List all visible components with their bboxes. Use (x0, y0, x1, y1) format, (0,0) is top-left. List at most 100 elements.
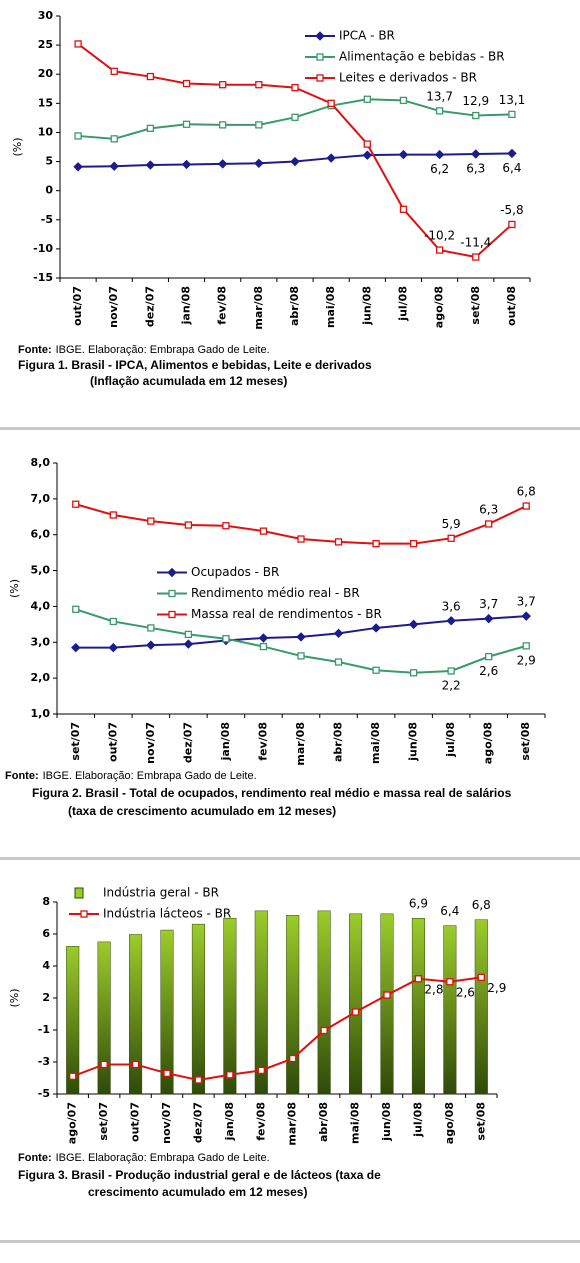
bar (66, 946, 80, 1095)
x-tick-label: abr/08 (332, 722, 345, 762)
x-tick-label: abr/08 (288, 286, 301, 326)
y-tick-label: 30 (38, 9, 54, 22)
marker (184, 521, 193, 529)
marker (508, 220, 516, 229)
marker (333, 628, 344, 639)
marker (447, 667, 455, 675)
marker (477, 973, 485, 981)
marker (372, 666, 380, 674)
x-tick-label: jan/08 (223, 1102, 236, 1141)
marker (258, 633, 269, 643)
marker (69, 1072, 77, 1080)
data-label: 6,3 (466, 161, 485, 175)
caption: Figura 1. Brasil - IPCA, Alimentos e beb… (18, 358, 372, 372)
marker (414, 975, 423, 983)
y-tick-label: -5 (41, 213, 53, 226)
source-label: Fonte: (5, 770, 39, 782)
data-label: -10,2 (424, 229, 455, 243)
marker (447, 534, 455, 542)
marker (259, 527, 268, 535)
marker (434, 149, 445, 160)
marker (485, 520, 493, 528)
data-label: 6,8 (472, 898, 491, 912)
data-label: -11,4 (460, 236, 491, 250)
marker (108, 642, 119, 653)
marker (320, 1026, 328, 1035)
data-label: 2,8 (424, 982, 443, 996)
legend-label: Alimentação e bebidas - BR (339, 50, 505, 64)
y-tick-label: 2,0 (31, 671, 51, 684)
data-label: 13,7 (426, 89, 453, 103)
marker (435, 246, 444, 254)
y-tick-label: 6,0 (31, 528, 51, 541)
x-tick-label: jan/08 (219, 722, 232, 761)
marker (80, 910, 88, 918)
legend-swatch (74, 887, 84, 899)
y-tick-label: 4 (42, 959, 50, 972)
marker (259, 642, 268, 651)
x-tick-label: jul/08 (396, 286, 409, 322)
marker (167, 567, 177, 578)
marker (472, 253, 480, 261)
x-tick-label: fev/08 (256, 722, 269, 761)
data-label: 12,9 (462, 94, 489, 108)
marker (351, 1008, 360, 1016)
marker (398, 149, 409, 160)
x-tick-label: set/08 (519, 722, 532, 761)
bar (443, 925, 457, 1095)
marker (291, 83, 299, 92)
bar (286, 915, 300, 1095)
marker (163, 1069, 171, 1077)
y-tick-label: 5,0 (31, 564, 51, 577)
marker (109, 511, 117, 519)
caption: (Inflação acumulada em 12 meses) (90, 374, 287, 388)
marker (219, 81, 227, 89)
marker (146, 640, 156, 650)
marker (471, 149, 481, 159)
y-tick-label: 15 (38, 96, 53, 109)
x-tick-label: mai/08 (349, 1102, 362, 1144)
marker (472, 111, 480, 120)
source-text: IBGE. Elaboração: Embrapa Gado de Leite. (43, 770, 257, 782)
marker (485, 652, 493, 661)
marker (146, 124, 155, 133)
marker (383, 991, 391, 999)
marker (222, 522, 230, 530)
x-tick-label: dez/07 (143, 286, 156, 327)
separator (0, 1240, 580, 1243)
data-label: 6,8 (517, 485, 536, 499)
caption: Figura 3. Brasil - Produção industrial g… (18, 1168, 381, 1182)
marker (296, 632, 306, 642)
marker (182, 79, 191, 88)
x-tick-label: mai/08 (324, 286, 337, 328)
marker (521, 611, 531, 621)
marker (131, 1060, 140, 1069)
legend-label: Rendimento médio real - BR (191, 586, 360, 600)
x-tick-label: ago/07 (66, 1102, 79, 1144)
bar (474, 919, 488, 1095)
legend-label: Massa real de rendimentos - BR (191, 607, 382, 621)
data-label: 2,2 (442, 678, 461, 692)
data-label: 3,7 (479, 597, 498, 611)
bar (411, 917, 425, 1095)
x-tick-label: ago/08 (443, 1102, 456, 1144)
marker (409, 669, 418, 677)
y-tick-label: 3,0 (31, 635, 51, 648)
marker (255, 81, 263, 89)
bar (223, 917, 237, 1095)
marker (290, 156, 300, 167)
y-tick-label: 8 (42, 895, 50, 908)
data-label: 2,9 (487, 981, 506, 995)
legend-label: IPCA - BR (339, 29, 395, 43)
legend-label: Leites e derivados - BR (339, 71, 477, 85)
data-label: 3,6 (442, 599, 461, 613)
y-axis-label: (%) (8, 988, 21, 1007)
y-tick-label: 8,0 (31, 456, 51, 469)
y-tick-label: 6 (42, 927, 50, 940)
marker (363, 140, 371, 148)
data-label: 6,9 (409, 897, 428, 911)
data-label: 6,4 (502, 161, 521, 175)
x-tick-label: out/07 (129, 1102, 142, 1142)
x-tick-label: fev/08 (254, 1102, 267, 1141)
